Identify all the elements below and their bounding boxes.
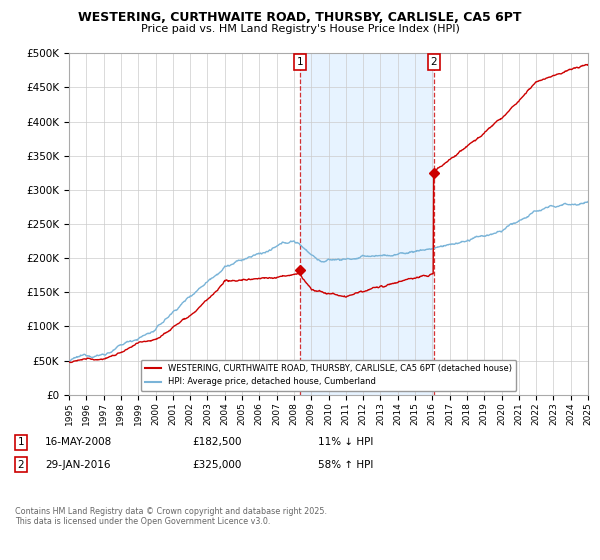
Text: 1: 1 [297, 57, 304, 67]
Text: 16-MAY-2008: 16-MAY-2008 [45, 437, 112, 447]
Text: Contains HM Land Registry data © Crown copyright and database right 2025.
This d: Contains HM Land Registry data © Crown c… [15, 507, 327, 526]
Text: 29-JAN-2016: 29-JAN-2016 [45, 460, 110, 470]
Text: 11% ↓ HPI: 11% ↓ HPI [318, 437, 373, 447]
Text: £182,500: £182,500 [192, 437, 241, 447]
Legend: WESTERING, CURTHWAITE ROAD, THURSBY, CARLISLE, CA5 6PT (detached house), HPI: Av: WESTERING, CURTHWAITE ROAD, THURSBY, CAR… [140, 360, 517, 391]
Text: 2: 2 [430, 57, 437, 67]
Bar [301, 53, 434, 395]
Text: WESTERING, CURTHWAITE ROAD, THURSBY, CARLISLE, CA5 6PT: WESTERING, CURTHWAITE ROAD, THURSBY, CAR… [78, 11, 522, 24]
Text: Price paid vs. HM Land Registry's House Price Index (HPI): Price paid vs. HM Land Registry's House … [140, 24, 460, 34]
Text: 58% ↑ HPI: 58% ↑ HPI [318, 460, 373, 470]
Text: £325,000: £325,000 [192, 460, 241, 470]
Text: 1: 1 [17, 437, 25, 447]
Text: 2: 2 [17, 460, 25, 470]
